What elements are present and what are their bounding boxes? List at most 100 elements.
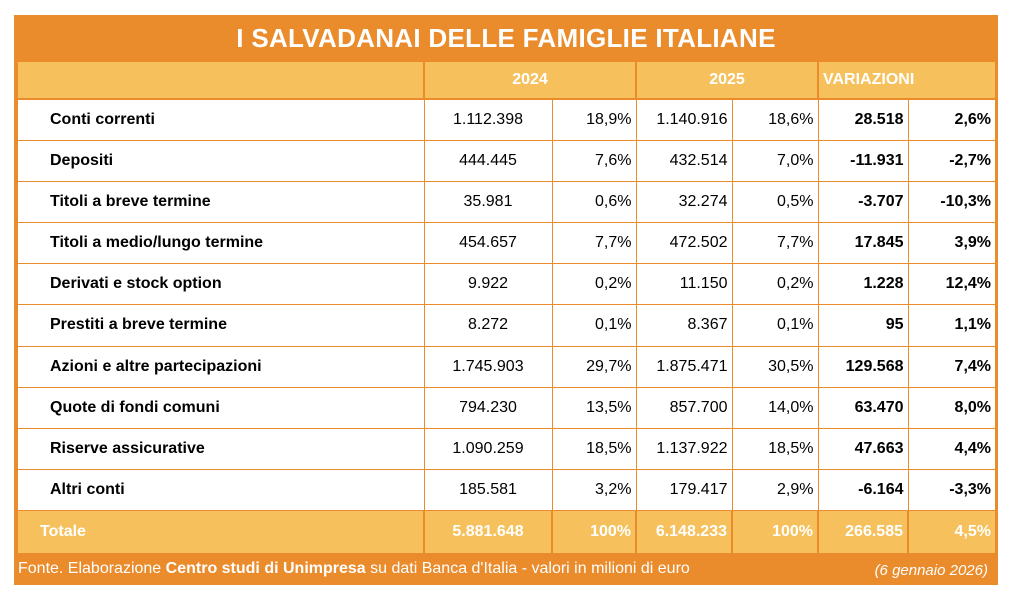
- share-2024: 18,9%: [552, 99, 637, 142]
- source-footer: Fonte. Elaborazione Centro studi di Unim…: [18, 553, 988, 585]
- value-2024: 1.745.903: [424, 346, 553, 388]
- table-row: Riserve assicurative 1.090.259 18,5% 1.1…: [18, 428, 996, 470]
- savings-table: 2024 2025 VARIAZIONI Conti correnti 1.11…: [18, 62, 996, 553]
- share-2025: 2,9%: [732, 469, 819, 511]
- share-2024: 0,1%: [552, 304, 637, 347]
- change-value: -6.164: [818, 469, 909, 511]
- value-2024: 35.981: [424, 181, 553, 224]
- value-2025: 32.274: [636, 181, 733, 224]
- change-percent: 8,0%: [908, 387, 996, 429]
- change-value: 63.470: [818, 387, 909, 429]
- row-label: Quote di fondi comuni: [18, 387, 425, 429]
- table-row: Titoli a breve termine 35.981 0,6% 32.27…: [18, 181, 996, 224]
- change-percent: 3,9%: [908, 222, 996, 265]
- value-2025: 179.417: [636, 469, 733, 511]
- total-value-2025: 6.148.233: [636, 510, 733, 553]
- row-label: Riserve assicurative: [18, 428, 425, 470]
- share-2025: 0,2%: [732, 263, 819, 306]
- value-2025: 11.150: [636, 263, 733, 306]
- table-row: Conti correnti 1.112.398 18,9% 1.140.916…: [18, 99, 996, 142]
- change-value: 129.568: [818, 346, 909, 388]
- share-2024: 0,2%: [552, 263, 637, 306]
- total-share-2025: 100%: [732, 510, 819, 553]
- header-variazioni: VARIAZIONI: [818, 62, 996, 101]
- change-percent: 2,6%: [908, 99, 996, 142]
- row-label: Altri conti: [18, 469, 425, 511]
- change-value: -11.931: [818, 140, 909, 183]
- value-2024: 9.922: [424, 263, 553, 306]
- table-row: Prestiti a breve termine 8.272 0,1% 8.36…: [18, 304, 996, 347]
- row-label: Prestiti a breve termine: [18, 304, 425, 347]
- footer-prefix: Fonte. Elaborazione: [18, 560, 166, 577]
- row-label: Titoli a medio/lungo termine: [18, 222, 425, 265]
- value-2025: 8.367: [636, 304, 733, 347]
- share-2024: 7,6%: [552, 140, 637, 183]
- total-value-2024: 5.881.648: [424, 510, 553, 553]
- share-2025: 0,5%: [732, 181, 819, 224]
- value-2024: 1.112.398: [424, 99, 553, 142]
- share-2024: 29,7%: [552, 346, 637, 388]
- share-2025: 30,5%: [732, 346, 819, 388]
- header-empty-cell: [18, 62, 425, 101]
- value-2024: 444.445: [424, 140, 553, 183]
- infographic-frame: I SALVADANAI DELLE FAMIGLIE ITALIANE 202…: [14, 15, 998, 585]
- share-2025: 7,0%: [732, 140, 819, 183]
- row-label: Depositi: [18, 140, 425, 183]
- value-2024: 1.090.259: [424, 428, 553, 470]
- share-2024: 18,5%: [552, 428, 637, 470]
- total-row: Totale 5.881.648 100% 6.148.233 100% 266…: [18, 510, 996, 553]
- total-share-2024: 100%: [552, 510, 637, 553]
- share-2025: 14,0%: [732, 387, 819, 429]
- change-value: 28.518: [818, 99, 909, 142]
- share-2025: 18,5%: [732, 428, 819, 470]
- value-2024: 185.581: [424, 469, 553, 511]
- footer-date: (6 gennaio 2026): [874, 562, 988, 579]
- change-value: 1.228: [818, 263, 909, 306]
- share-2025: 18,6%: [732, 99, 819, 142]
- change-percent: 1,1%: [908, 304, 996, 347]
- change-percent: -3,3%: [908, 469, 996, 511]
- value-2024: 454.657: [424, 222, 553, 265]
- share-2024: 13,5%: [552, 387, 637, 429]
- value-2024: 794.230: [424, 387, 553, 429]
- value-2025: 432.514: [636, 140, 733, 183]
- table-row: Depositi 444.445 7,6% 432.514 7,0% -11.9…: [18, 140, 996, 183]
- footer-organization: Centro studi di Unimpresa: [165, 560, 366, 577]
- row-label: Derivati e stock option: [18, 263, 425, 306]
- total-change-percent: 4,5%: [908, 510, 996, 553]
- table-row: Derivati e stock option 9.922 0,2% 11.15…: [18, 263, 996, 306]
- table-row: Quote di fondi comuni 794.230 13,5% 857.…: [18, 387, 996, 429]
- share-2025: 0,1%: [732, 304, 819, 347]
- row-label: Azioni e altre partecipazioni: [18, 346, 425, 388]
- share-2024: 7,7%: [552, 222, 637, 265]
- header-2025: 2025: [636, 62, 819, 101]
- change-value: -3.707: [818, 181, 909, 224]
- row-label: Titoli a breve termine: [18, 181, 425, 224]
- share-2024: 3,2%: [552, 469, 637, 511]
- change-value: 47.663: [818, 428, 909, 470]
- page-title: I SALVADANAI DELLE FAMIGLIE ITALIANE: [236, 23, 776, 53]
- footer-suffix: su dati Banca d'Italia - valori in milio…: [365, 560, 690, 577]
- header-2024: 2024: [424, 62, 637, 101]
- total-label: Totale: [18, 510, 425, 553]
- table-row: Altri conti 185.581 3,2% 179.417 2,9% -6…: [18, 469, 996, 511]
- change-percent: 4,4%: [908, 428, 996, 470]
- table-row: Titoli a medio/lungo termine 454.657 7,7…: [18, 222, 996, 265]
- share-2024: 0,6%: [552, 181, 637, 224]
- change-value: 17.845: [818, 222, 909, 265]
- row-label: Conti correnti: [18, 99, 425, 142]
- change-percent: 7,4%: [908, 346, 996, 388]
- share-2025: 7,7%: [732, 222, 819, 265]
- value-2025: 857.700: [636, 387, 733, 429]
- change-percent: -10,3%: [908, 181, 996, 224]
- total-change-value: 266.585: [818, 510, 909, 553]
- table-header-row: 2024 2025 VARIAZIONI: [18, 62, 996, 101]
- value-2024: 8.272: [424, 304, 553, 347]
- value-2025: 1.137.922: [636, 428, 733, 470]
- value-2025: 1.140.916: [636, 99, 733, 142]
- change-value: 95: [818, 304, 909, 347]
- change-percent: 12,4%: [908, 263, 996, 306]
- change-percent: -2,7%: [908, 140, 996, 183]
- value-2025: 472.502: [636, 222, 733, 265]
- value-2025: 1.875.471: [636, 346, 733, 388]
